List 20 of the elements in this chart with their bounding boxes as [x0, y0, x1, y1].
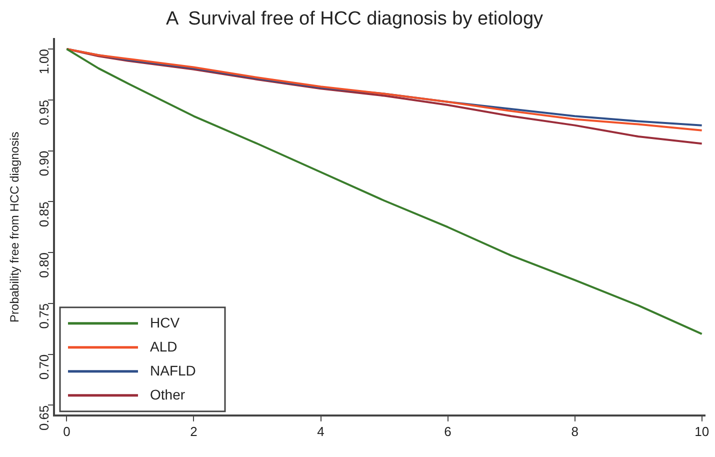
y-tick-label: 0.85 [36, 202, 52, 227]
x-tick-label: 6 [444, 424, 452, 439]
x-tick-label: 2 [190, 424, 198, 439]
chart-title: A Survival free of HCC diagnosis by etiology [166, 8, 544, 30]
legend-label: NAFLD [150, 362, 196, 378]
y-tick-label: 0.95 [36, 100, 52, 126]
y-tick-label: 1.00 [36, 48, 52, 74]
x-tick-label: 4 [317, 424, 324, 439]
x-tick-label: 8 [571, 424, 578, 439]
y-tick-label: 0.90 [36, 150, 52, 176]
legend-label: Other [150, 386, 186, 402]
legend-label: ALD [150, 338, 178, 354]
y-tick-label: 0.75 [36, 303, 52, 329]
x-tick-label: 0 [63, 424, 70, 439]
y-tick-label: 0.80 [36, 252, 52, 278]
y-tick-label: 0.70 [36, 354, 52, 380]
x-tick-label: 10 [694, 424, 710, 439]
legend-label: HCV [150, 314, 180, 330]
y-tick-label: 0.65 [36, 405, 52, 431]
y-axis-title: Probability free from HCC diagnosis [8, 132, 22, 322]
